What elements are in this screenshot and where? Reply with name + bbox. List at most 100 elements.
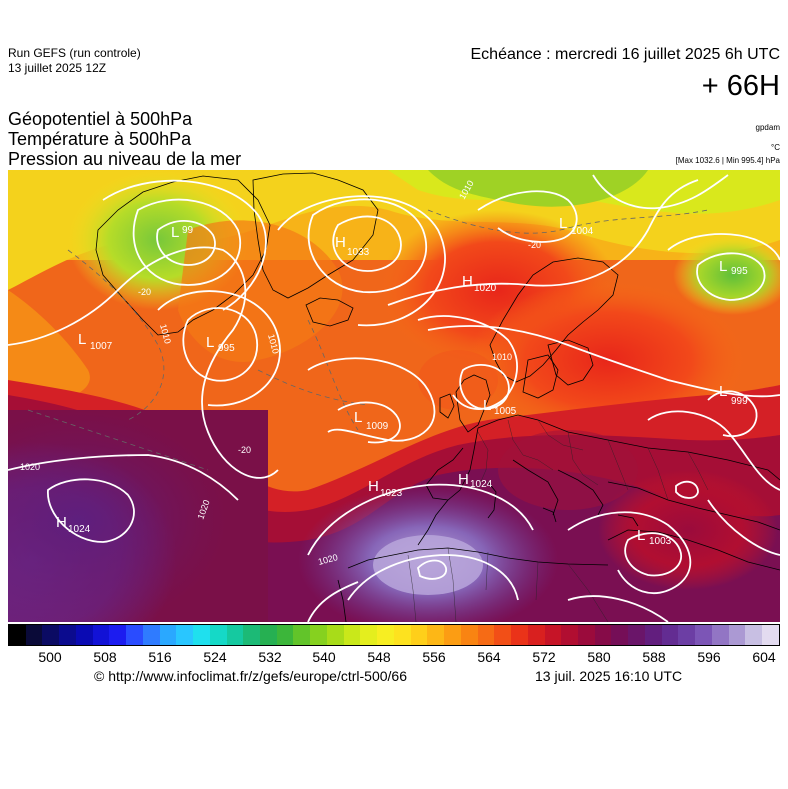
colorbar-swatch	[695, 625, 712, 645]
svg-text:H: H	[335, 234, 346, 251]
colorbar-swatch	[611, 625, 629, 645]
pressure-center-high: H 1023	[368, 478, 403, 499]
colorbar-swatch	[460, 625, 478, 645]
colorbar-swatch	[193, 625, 210, 645]
isobar-label: -20	[138, 287, 151, 297]
colorbar-swatch	[109, 625, 127, 645]
colorbar-swatch	[59, 625, 76, 645]
svg-text:L: L	[637, 527, 645, 544]
colorbar-swatch	[745, 625, 763, 645]
svg-text:H: H	[368, 478, 379, 495]
svg-text:H: H	[462, 273, 473, 290]
colorbar-swatch	[226, 625, 244, 645]
colorbar-swatch	[762, 625, 779, 645]
run-label: Run GEFS (run controle)	[8, 46, 141, 60]
forecast-lead-time: + 66H	[701, 70, 780, 102]
svg-text:1005: 1005	[494, 406, 517, 417]
colorbar-swatch	[661, 625, 679, 645]
pressure-center-low: L 995	[206, 334, 235, 354]
colorbar-swatch	[678, 625, 696, 645]
svg-text:H: H	[56, 514, 67, 531]
source-url: © http://www.infoclimat.fr/z/gefs/europe…	[94, 668, 408, 684]
colorbar-swatch	[494, 625, 512, 645]
colorbar-swatch	[142, 625, 160, 645]
svg-text:L: L	[78, 331, 86, 348]
colorbar-swatch	[644, 625, 662, 645]
colorbar-tick: 564	[477, 649, 501, 665]
colorbar-swatch	[243, 625, 261, 645]
pressure-center-high: H 1024	[458, 471, 493, 490]
title-temperature: Température à 500hPa	[8, 129, 192, 149]
colorbar-swatch	[42, 625, 60, 645]
colorbar-swatch	[260, 625, 277, 645]
colorbar-swatch	[577, 625, 595, 645]
borders	[407, 419, 709, 622]
svg-text:1023: 1023	[380, 488, 403, 499]
colorbar-tick: 580	[587, 649, 611, 665]
title-geopotential: Géopotentiel à 500hPa	[8, 109, 193, 129]
pressure-center-low: L 1004	[559, 215, 594, 237]
pressure-min-max: [Max 1032.6 | Min 995.4] hPa	[675, 156, 780, 165]
colorbar-swatch	[360, 625, 378, 645]
colorbar-tick: 532	[258, 649, 282, 665]
colorbar-swatch	[477, 625, 495, 645]
isobar-label: -20	[238, 445, 251, 455]
colorbar-tick: 588	[642, 649, 666, 665]
temperature-field	[8, 170, 780, 622]
colorbar-swatch	[310, 625, 327, 645]
forecast-valid-time: Echéance : mercredi 16 juillet 2025 6h U…	[470, 46, 781, 63]
svg-text:1007: 1007	[90, 341, 113, 352]
colorbar-tick: 500	[38, 649, 62, 665]
svg-text:L: L	[354, 409, 362, 426]
pressure-center-low: L 1007	[78, 331, 113, 352]
colorbar-tick: 596	[697, 649, 721, 665]
svg-text:L: L	[171, 224, 179, 241]
pressure-center-low: L 1009	[354, 409, 389, 432]
title-sea-level-pressure: Pression au niveau de la mer	[8, 149, 242, 169]
svg-text:L: L	[483, 397, 491, 414]
run-date: 13 juillet 2025 12Z	[8, 61, 107, 75]
colorbar-swatch	[544, 625, 562, 645]
colorbar-swatch	[343, 625, 361, 645]
isobar-label: 1020	[20, 462, 40, 472]
colorbar-tick: 516	[148, 649, 172, 665]
svg-text:1004: 1004	[571, 226, 594, 237]
isobars	[8, 174, 780, 622]
svg-text:L: L	[719, 258, 727, 275]
colorbar-tick: 572	[532, 649, 556, 665]
svg-text:H: H	[458, 471, 469, 488]
unit-temperature: °C	[771, 143, 780, 152]
colorbar-tick: 548	[367, 649, 391, 665]
colorbar-tick: 524	[203, 649, 227, 665]
colorbar-swatch	[561, 625, 578, 645]
colorbar-swatch	[209, 625, 227, 645]
colorbar-tick: 508	[93, 649, 117, 665]
colorbar-swatch	[594, 625, 612, 645]
pressure-center-high: H 1020	[462, 273, 497, 294]
colorbar-tick: 540	[312, 649, 336, 665]
svg-text:99: 99	[182, 225, 194, 236]
colorbar-tick: 556	[422, 649, 446, 665]
svg-text:L: L	[206, 334, 214, 351]
generation-date: 13 juil. 2025 16:10 UTC	[535, 668, 683, 684]
colorbar-swatch	[377, 625, 394, 645]
color-scale-bar	[8, 624, 780, 646]
pressure-center-low: L 1005	[483, 397, 517, 417]
colorbar-swatch	[176, 625, 194, 645]
colorbar-swatch	[276, 625, 294, 645]
colorbar-swatch	[427, 625, 445, 645]
svg-text:999: 999	[731, 396, 748, 407]
colorbar-swatch	[159, 625, 177, 645]
colorbar-swatch	[410, 625, 428, 645]
colorbar-swatch	[527, 625, 545, 645]
colorbar-swatch	[728, 625, 746, 645]
colorbar-swatch	[711, 625, 729, 645]
pressure-center-low: L 999	[719, 383, 748, 407]
colorbar-swatch	[9, 625, 26, 645]
colorbar-swatch	[92, 625, 110, 645]
unit-geopotential: gpdam	[755, 123, 780, 132]
svg-text:L: L	[719, 383, 727, 400]
svg-text:1024: 1024	[68, 524, 91, 535]
